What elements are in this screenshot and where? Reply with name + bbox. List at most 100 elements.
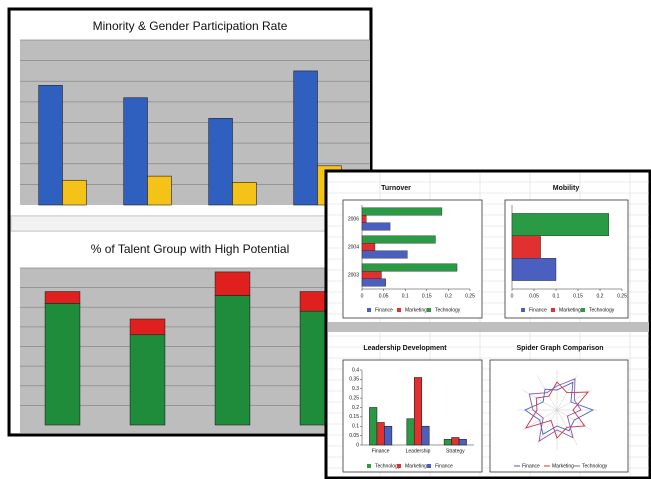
legend-label: Finance [522,463,540,469]
x-tick-label: 0.15 [422,293,432,299]
legend-label: Marketing [405,307,427,313]
window-left: Minority & Gender Participation Rate % of… [7,7,373,437]
bar [361,243,376,251]
y-tick-label: 2004 [348,244,359,250]
legend-label: Finance [435,463,453,469]
y-tick-label: 2003 [348,272,359,278]
bar [384,425,393,446]
bar [413,377,423,446]
bar [511,235,541,259]
bar [232,182,257,206]
y-tick-label: 0 [356,442,359,448]
y-tick-label: 2006 [348,216,359,222]
x-tick-label: 0 [511,293,514,299]
y-tick-label: 0.25 [349,395,359,401]
y-tick-label: 0.05 [349,433,359,439]
legend-swatch [581,308,585,312]
chart-title: Minority & Gender Participation Rate [93,19,288,33]
legend-swatch [397,464,401,468]
legend-swatch [397,308,401,312]
bar-segment [214,271,251,296]
bar-segment [44,291,81,304]
bar [293,70,318,206]
window-right: Turnover 0 0.05 0.1 0.15 0.2 0.25 2006 2004 2003 F… [324,169,651,479]
y-tick-label: 0.2 [352,405,359,411]
legend-swatch [367,308,371,312]
x-tick-label: Leadership [406,448,431,454]
legend-swatch [427,308,431,312]
legend-swatch [367,464,371,468]
bar [451,437,460,446]
legend-label: Technology [435,307,461,313]
bar-segment [129,334,166,426]
bar [361,222,391,231]
legend-swatch [521,308,525,312]
bar [361,235,436,244]
chart-title: Spider Graph Comparison [516,345,603,352]
chart-box [342,199,483,319]
bar [511,258,557,281]
bar [443,439,452,446]
bar [361,263,458,272]
spoke [522,389,558,411]
chart-box [342,359,483,473]
spoke [536,409,558,445]
bar [511,213,610,236]
radar-line [524,381,590,439]
x-tick-label: 0.25 [617,293,627,299]
bar [361,207,443,216]
y-tick-label: 0.15 [349,414,359,420]
legend-label: Marketing [405,463,427,469]
bar [361,215,367,223]
sheet-band [328,322,649,332]
chart-title: % of Talent Group with High Potential [91,242,290,256]
radar-line [528,378,582,443]
bar-segment [44,303,81,426]
x-tick-label: 0.2 [597,293,604,299]
legend-label: Marketing [559,307,581,313]
bar [406,418,415,446]
bar [376,422,385,446]
bar [123,97,148,206]
legend-label: Technology [582,463,608,469]
bar [62,179,87,206]
y-tick-label: 0.4 [352,367,359,373]
legend-swatch [427,464,431,468]
x-tick-label: 0.25 [465,293,475,299]
y-tick-label: 0.1 [352,424,359,430]
legend-swatch [551,308,555,312]
chart-box [489,359,629,473]
sheet-row [10,215,370,232]
x-tick-label: 0 [361,293,364,299]
bar [361,278,386,287]
legend-label: Finance [529,307,547,313]
bar [458,439,467,446]
bar [38,85,63,206]
chart-title: Turnover [381,185,411,192]
x-tick-label: 0.05 [529,293,539,299]
bar [421,425,430,446]
radar-line [524,381,595,435]
bar [361,271,382,279]
y-tick-label: 0.3 [352,386,359,392]
x-tick-label: 0.15 [573,293,583,299]
bar-segment [129,318,166,336]
legend-label: Technology [375,463,401,469]
x-tick-label: 0.1 [402,293,409,299]
x-tick-label: Finance [372,448,390,454]
x-tick-label: 0.05 [379,293,389,299]
x-tick-label: 0.1 [553,293,560,299]
legend-label: Technology [589,307,615,313]
legend-label: Marketing [552,463,574,469]
bar [361,250,408,259]
x-tick-label: 0.2 [445,293,452,299]
legend-label: Finance [375,307,393,313]
x-tick-label: Strategy [446,448,465,454]
bar-segment [214,295,251,426]
chart-title: Leadership Development [363,345,447,352]
chart-title: Mobility [553,185,580,192]
bar [147,175,172,206]
y-tick-label: 0.35 [349,377,359,383]
